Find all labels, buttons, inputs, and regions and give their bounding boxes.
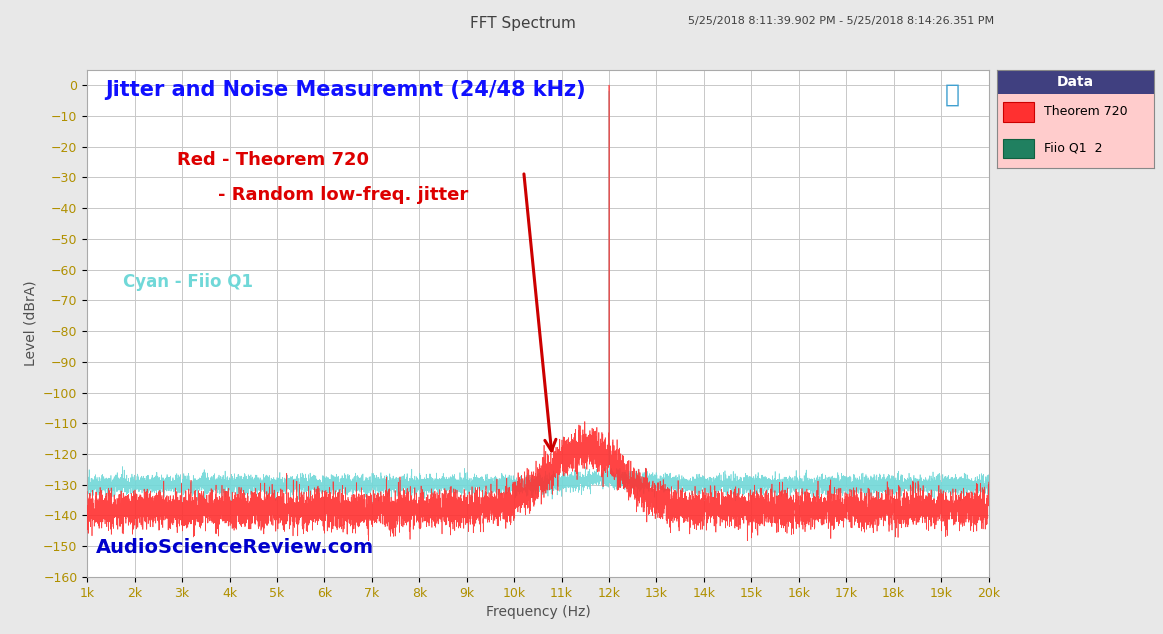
Text: Theorem 720: Theorem 720 (1044, 105, 1127, 119)
Text: FFT Spectrum: FFT Spectrum (470, 16, 577, 31)
Text: Red - Theorem 720: Red - Theorem 720 (177, 151, 370, 169)
X-axis label: Frequency (Hz): Frequency (Hz) (485, 605, 591, 619)
Text: AudioScienceReview.com: AudioScienceReview.com (97, 538, 374, 557)
Bar (1003, 139, 1034, 158)
Y-axis label: Level (dBrA): Level (dBrA) (23, 280, 37, 366)
Text: - Random low-freq. jitter: - Random low-freq. jitter (217, 186, 469, 204)
Text: Data: Data (1057, 75, 1093, 89)
Text: Cyan - Fiio Q1: Cyan - Fiio Q1 (123, 273, 254, 290)
Bar (1003, 102, 1034, 122)
Text: Jitter and Noise Measuremnt (24/48 kHz): Jitter and Noise Measuremnt (24/48 kHz) (105, 80, 586, 100)
Text: 5/25/2018 8:11:39.902 PM - 5/25/2018 8:14:26.351 PM: 5/25/2018 8:11:39.902 PM - 5/25/2018 8:1… (688, 16, 994, 26)
Text: Ⓐ: Ⓐ (944, 82, 959, 107)
Bar (997, 70, 1154, 94)
Text: Fiio Q1  2: Fiio Q1 2 (1044, 142, 1103, 155)
